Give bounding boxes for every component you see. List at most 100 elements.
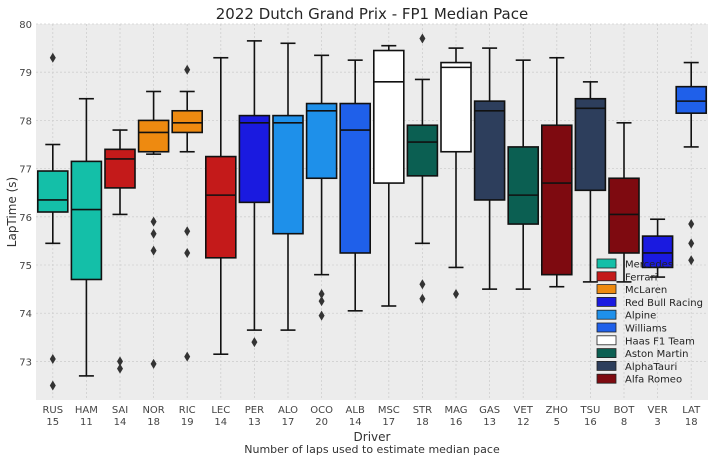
x-tick-driver: OCO	[310, 405, 333, 416]
y-axis-label: LapTime (s)	[5, 177, 19, 247]
legend-swatch	[596, 335, 617, 346]
box-body	[272, 114, 304, 235]
y-tick-label: 79	[19, 68, 32, 79]
legend-swatch	[596, 348, 617, 359]
x-tick-driver: HAM	[75, 405, 98, 416]
legend-label: Williams	[625, 324, 667, 335]
box-ham	[70, 97, 103, 377]
box-ric	[171, 64, 203, 362]
box-lat	[675, 61, 708, 266]
outlier-point	[688, 219, 695, 230]
outlier-point	[318, 310, 325, 321]
outlier-point	[150, 358, 157, 369]
outlier-point	[453, 288, 459, 299]
x-tick-driver: ZHO	[546, 405, 568, 416]
x-tick-laps: 14	[214, 417, 227, 428]
box-body	[171, 109, 203, 134]
box-vet	[507, 59, 540, 290]
legend-label: Alfa Romeo	[625, 375, 682, 386]
legend-swatch	[596, 322, 617, 333]
box-body	[305, 102, 338, 180]
y-tick-label: 76	[19, 213, 32, 224]
outlier-point	[251, 337, 258, 348]
x-axis-ticks: RUS15HAM11SAI14NOR18RIC19LEC14PER13ALO17…	[42, 405, 701, 428]
y-tick-label: 77	[19, 165, 32, 176]
legend-swatch	[596, 271, 617, 282]
legend-swatch	[596, 360, 617, 371]
box-str	[406, 33, 439, 304]
box-body	[406, 124, 439, 177]
box-body	[137, 119, 170, 153]
box-alb	[339, 59, 372, 312]
box-body	[507, 146, 540, 225]
x-tick-laps: 15	[46, 417, 59, 428]
x-tick-laps: 16	[450, 417, 463, 428]
box-body	[372, 49, 405, 184]
outlier-point	[184, 226, 191, 237]
box-oco	[305, 54, 338, 321]
plot-area-background	[36, 24, 708, 400]
legend-label: Alpine	[625, 311, 656, 322]
box-body	[440, 61, 472, 153]
x-tick-driver: BOT	[614, 405, 636, 416]
x-tick-driver: MAG	[444, 405, 467, 416]
box-msc	[372, 44, 405, 307]
outlier-point	[318, 288, 325, 299]
box-sai	[104, 129, 136, 374]
x-tick-driver: GAS	[479, 405, 500, 416]
outlier-point	[419, 279, 426, 290]
outlier-point	[688, 255, 695, 266]
x-tick-laps: 14	[349, 417, 362, 428]
box-body	[238, 114, 271, 204]
box-ver	[641, 218, 674, 278]
x-tick-driver: PER	[245, 405, 264, 416]
outlier-point	[688, 238, 695, 249]
box-mag	[440, 47, 472, 299]
outlier-point	[117, 356, 123, 367]
box-body	[641, 235, 674, 269]
legend-swatch	[596, 284, 617, 295]
x-tick-driver: NOR	[142, 405, 164, 416]
y-tick-label: 73	[19, 357, 32, 368]
x-tick-laps: 11	[80, 417, 93, 428]
x-tick-laps: 17	[382, 417, 395, 428]
box-tsu	[574, 81, 607, 283]
x-tick-laps: 19	[181, 417, 194, 428]
outlier-point	[49, 354, 56, 365]
x-tick-driver: MSC	[378, 405, 400, 416]
x-tick-driver: TSU	[580, 405, 601, 416]
box-body	[205, 155, 237, 259]
y-tick-label: 80	[19, 20, 32, 31]
legend-label: Haas F1 Team	[625, 336, 695, 347]
x-tick-driver: VET	[514, 405, 534, 416]
x-tick-laps: 18	[147, 417, 160, 428]
outlier-point	[419, 33, 426, 44]
outlier-point	[150, 228, 157, 239]
x-tick-driver: ALB	[346, 405, 365, 416]
outlier-point	[117, 363, 123, 374]
y-tick-label: 74	[19, 309, 32, 320]
outlier-point	[49, 380, 56, 391]
x-tick-driver: LAT	[682, 405, 701, 416]
x-tick-laps: 13	[248, 417, 261, 428]
y-axis-ticks: 73 74 75 76 77 78 79 80	[19, 20, 32, 368]
outlier-point	[184, 64, 191, 75]
box-alo	[272, 42, 304, 331]
outlier-point	[150, 216, 157, 227]
box-zho	[540, 56, 573, 288]
legend-swatch	[596, 296, 617, 307]
y-tick-label: 78	[19, 116, 32, 127]
box-nor	[137, 90, 170, 369]
box-bot	[608, 122, 640, 283]
box-body	[675, 85, 708, 114]
y-tick-label: 75	[19, 261, 32, 272]
x-tick-laps: 18	[416, 417, 429, 428]
x-tick-laps: 8	[621, 417, 627, 428]
x-tick-driver: RUS	[42, 405, 63, 416]
box-body	[574, 97, 607, 192]
outlier-point	[318, 296, 325, 307]
box-gas	[473, 47, 506, 290]
